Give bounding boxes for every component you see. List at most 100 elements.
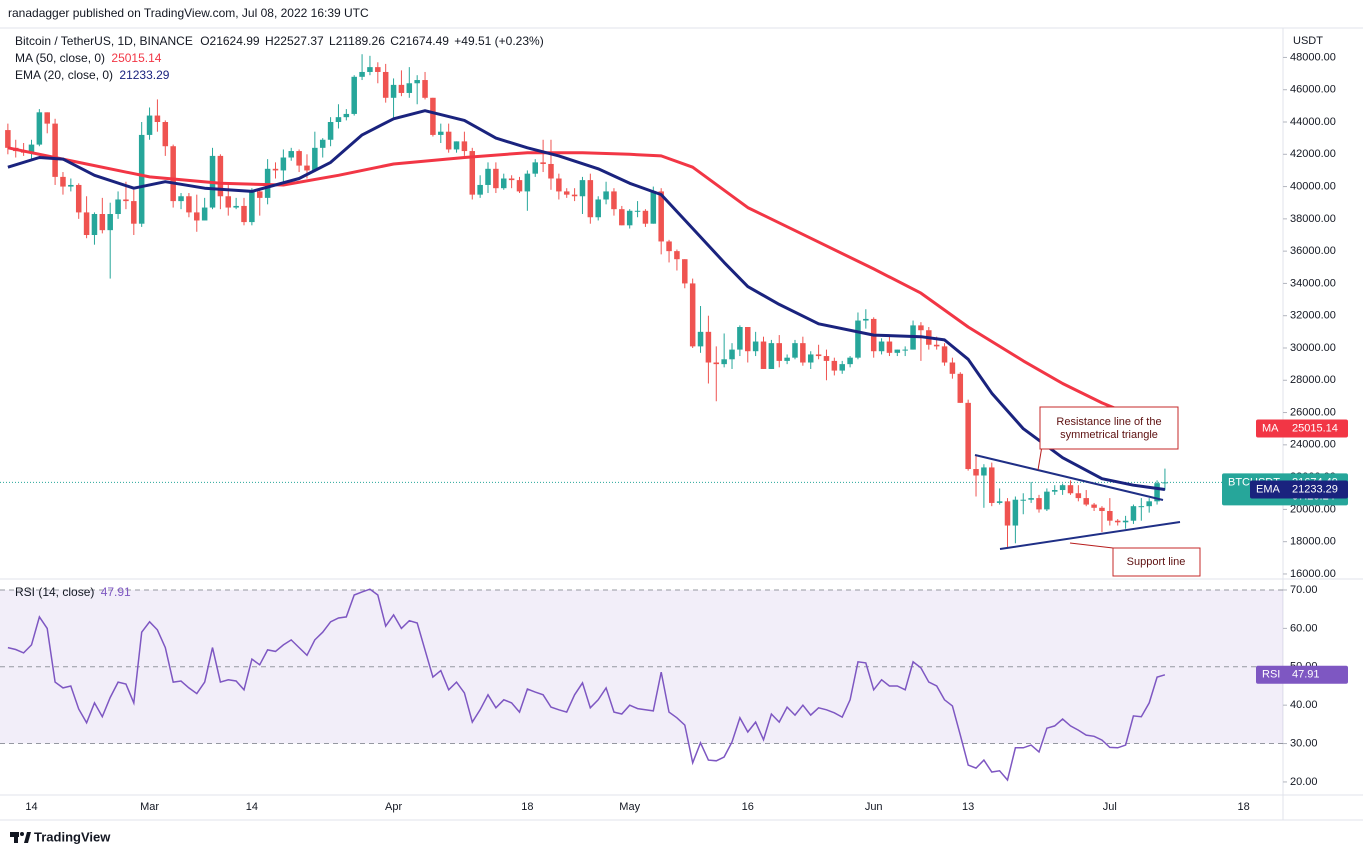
candle-body [1020,499,1027,501]
y-tick-label: 30000.00 [1290,342,1336,354]
candle-body [186,196,192,213]
candle-body [1044,491,1050,510]
candle-body [327,122,334,140]
candle-body [406,83,413,93]
candle-body [957,373,964,403]
y-tick-label: 38000.00 [1290,213,1336,225]
candle-body [587,180,594,218]
candle-body [642,210,649,224]
candle-body [60,176,66,187]
candle-body [902,349,908,351]
candle-body [343,113,350,118]
candle-body [398,84,405,93]
indicator-line [7,146,1166,430]
price-label-name: RSI [1262,669,1280,681]
candle-body [131,201,137,224]
candle-body [516,180,523,192]
legend-value: 21233.29 [119,68,169,82]
candle-body [1130,506,1137,521]
candle-body [319,139,326,148]
ma-legend: MA (50, close, 0) 25015.14 [15,51,162,65]
y-tick-label: 34000.00 [1290,277,1336,289]
x-tick-label: 16 [742,801,754,813]
price-label-value: 47.91 [1292,669,1320,681]
candle-body [461,141,468,152]
legend-name: RSI (14, close) [15,585,94,599]
candle-body [304,165,310,171]
candle-body [375,67,381,72]
candle-body [752,341,759,352]
candle-body [367,67,373,72]
x-tick-label: Apr [385,801,402,813]
support-line [999,521,1181,550]
legend-value: 21674.49 [399,34,449,48]
y-tick-label: 16000.00 [1290,568,1336,580]
candle-body [217,155,224,197]
y-tick-label: 18000.00 [1290,536,1336,548]
candle-body [485,168,491,185]
candle-body [312,147,318,171]
rsi-line [7,588,1166,782]
legend-label: C [390,34,399,48]
candle-body [666,241,672,252]
candle-body [776,343,783,361]
candle-body [745,327,751,352]
candle-body [1099,507,1105,512]
y-tick-label: 40000.00 [1290,180,1336,192]
candle-body [146,115,153,135]
candle-body [989,467,995,503]
candle-body [1028,498,1034,500]
candle-body [1114,520,1121,523]
candle-body [823,356,830,361]
price-labels: MA25015.14BTCUSDT21674.4907:20:24EMA2123… [1222,419,1348,684]
candle-body [941,346,948,363]
candle-body [1004,501,1011,526]
y-tick-label: 32000.00 [1290,310,1336,322]
candle-body [532,162,538,174]
legend-value: 21189.26 [336,34,385,48]
candle-body [68,184,74,187]
candle-body [351,76,357,114]
candle-body [115,199,121,215]
candle-body [107,214,113,231]
candle-body [1075,493,1082,499]
candle-body [689,283,696,347]
candle-body [571,194,578,197]
annotation: Support line [1069,542,1201,577]
annotation: Resistance line of the symmetrical trian… [1037,406,1179,471]
annotation-text: Resistance line of the [1056,416,1161,428]
candle-body [863,318,869,321]
y-tick-label: 26000.00 [1290,406,1336,418]
legend-label: H [265,34,274,48]
x-tick-label: 18 [1238,801,1250,813]
logo [14,832,18,843]
candle-body [933,344,940,347]
resistance-line [974,454,1164,501]
candle-body [563,191,570,195]
rsi-legend: RSI (14, close) 47.91 [15,585,131,599]
legend-value: 47.91 [101,585,131,599]
candle-body [674,251,680,260]
y-tick-label: 48000.00 [1290,51,1336,63]
candle-body [91,214,98,235]
y-unit: USDT [1293,35,1323,47]
candle-body [445,131,452,150]
candle-body [682,259,688,284]
candle-body [1162,482,1168,484]
price-legend: Bitcoin / TetherUS, 1D, BINANCE O21624.9… [15,34,544,48]
candle-body [414,80,420,84]
candle-body [1138,506,1145,508]
candle-body [233,205,239,208]
candle-body [705,331,712,363]
candle-body [99,214,106,231]
candle-body [949,362,956,374]
candle-body [382,71,389,98]
candle-body [540,162,546,164]
y-tick-label: 20.00 [1290,776,1318,788]
candle-body [170,146,176,202]
candle-body [5,130,11,148]
x-tick-label: Mar [140,801,159,813]
annotation-pointer [1037,445,1043,471]
